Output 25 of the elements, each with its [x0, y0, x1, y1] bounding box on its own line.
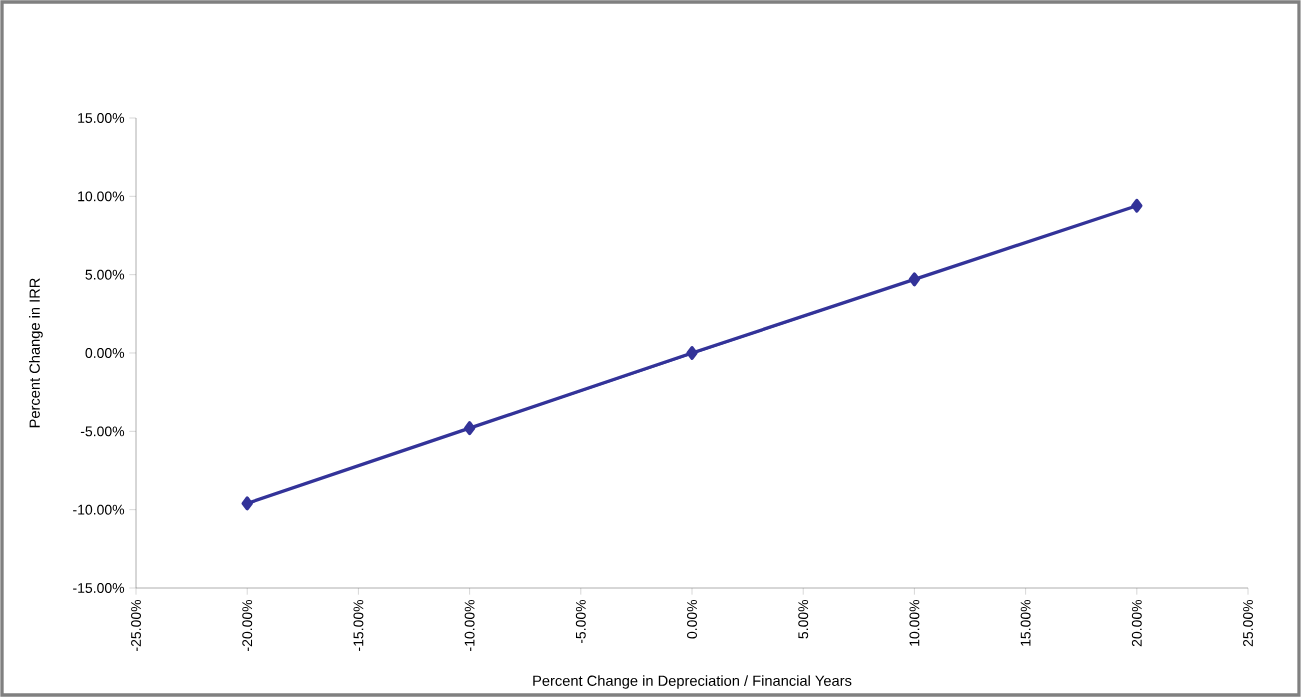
x-tick-label: 10.00% — [909, 599, 920, 646]
y-tick-label: -5.00% — [80, 426, 125, 437]
x-tick-label: 15.00% — [1020, 599, 1031, 646]
point — [241, 496, 253, 511]
x-tick-label: -20.00% — [242, 599, 253, 651]
point — [463, 421, 476, 436]
x-tick-label: -10.00% — [464, 599, 475, 651]
y-tick-label: -10.00% — [73, 504, 125, 515]
x-tick-label: -25.00% — [131, 599, 141, 651]
y-tick-label: -15.00% — [73, 583, 125, 593]
y-tick-label: 15.00% — [78, 113, 125, 123]
y-tick-label: 10.00% — [78, 191, 125, 202]
x-tick-label: 20.00% — [1131, 599, 1142, 647]
x-axis-title: Percent Change in Depreciation / Financial Years — [533, 675, 852, 689]
x-tick-label: 0.00% — [687, 599, 697, 639]
x-tick-label: 25.00% — [1243, 599, 1253, 647]
y-tick-label: 5.00% — [85, 269, 125, 280]
y-tick-label: 0.00% — [85, 348, 125, 358]
point — [686, 346, 698, 361]
x-tick-label: -15.00% — [353, 599, 364, 651]
x-tick-label: -5.00% — [575, 599, 586, 644]
x-tick-label: 5.00% — [798, 599, 809, 639]
y-axis-title: Percent Change in IRR — [29, 278, 43, 428]
point — [908, 272, 921, 287]
point — [1131, 198, 1143, 213]
